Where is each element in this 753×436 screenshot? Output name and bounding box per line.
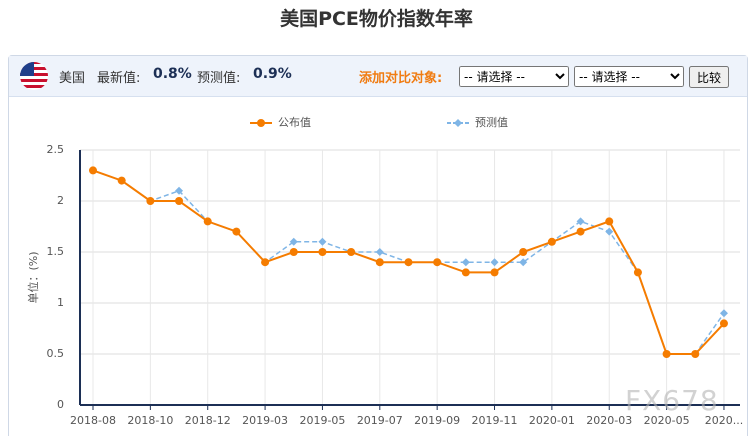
- legend-label: 公布值: [278, 116, 311, 129]
- x-tick-label: 2019-05: [299, 414, 345, 427]
- point-marker: [175, 197, 184, 205]
- country: 美国: [59, 71, 86, 86]
- x-tick-label: 2018-10: [127, 414, 173, 427]
- y-tick-label: 1.5: [47, 245, 65, 258]
- point-marker: [318, 248, 327, 256]
- panel: [8, 55, 748, 436]
- x-tick-label: 2020-05: [644, 414, 690, 427]
- page-title: 美国PCE物价指数年率: [280, 8, 473, 30]
- point-marker: [576, 217, 585, 226]
- point-marker: [375, 258, 384, 267]
- point-marker: [289, 248, 298, 256]
- point-marker: [719, 319, 728, 328]
- x-tick-label: 2019-03: [242, 414, 288, 427]
- x-tick-label: 2020...: [705, 414, 743, 427]
- y-tick-label: 2: [57, 194, 64, 207]
- legend-label: 预测值: [475, 116, 508, 129]
- point-marker: [89, 166, 97, 175]
- forecast-value: 0.9%: [253, 66, 292, 82]
- compare-button[interactable]: 比较: [689, 66, 729, 88]
- y-tick-label: 0.5: [47, 347, 65, 360]
- point-marker: [633, 268, 642, 277]
- point-marker: [519, 258, 528, 267]
- point-marker: [490, 258, 499, 267]
- watermark: FX678: [625, 384, 719, 417]
- y-tick-label: 2.5: [47, 143, 65, 156]
- point-marker: [203, 217, 212, 226]
- latest-label: 最新值:: [97, 71, 141, 86]
- flag: [20, 62, 48, 90]
- point-marker: [691, 350, 700, 358]
- legend-marker: [454, 119, 462, 127]
- info-bar: 美国 最新值: 0.8% 预测值: 0.9% 添加对比对象: -- 请选择 --…: [9, 56, 747, 97]
- forecast-label: 预测值:: [197, 71, 241, 86]
- point-marker: [347, 248, 356, 256]
- latest-value: 0.8%: [153, 66, 192, 82]
- x-tick-label: 2018-12: [185, 414, 231, 427]
- y-tick-label: 0: [57, 398, 64, 411]
- point-marker: [232, 227, 241, 236]
- point-marker: [318, 237, 327, 246]
- x-tick-label: 2019-07: [357, 414, 403, 427]
- point-marker: [289, 237, 298, 246]
- compare-label: 添加对比对象:: [359, 71, 443, 86]
- x-tick-label: 2020-01: [529, 414, 575, 427]
- point-marker: [605, 217, 614, 226]
- point-marker: [375, 248, 384, 256]
- point-marker: [261, 258, 270, 267]
- point-marker: [175, 186, 184, 195]
- y-axis-label: 单位：(%): [26, 251, 40, 303]
- point-marker: [433, 258, 442, 267]
- point-marker: [547, 237, 556, 246]
- point-marker: [146, 197, 155, 205]
- x-tick-label: 2020-03: [586, 414, 632, 427]
- point-marker: [461, 268, 470, 277]
- chart: 单位：(%) 0 0.5 1 1.5 2 2.5 2018-08 2018-10 2018-12 2…: [26, 116, 743, 427]
- point-marker: [490, 268, 499, 277]
- point-marker: [519, 248, 528, 256]
- point-marker: [404, 258, 413, 267]
- point-marker: [662, 350, 671, 358]
- select-2[interactable]: -- 请选择 --: [574, 66, 684, 87]
- point-marker: [576, 227, 585, 236]
- select-1[interactable]: -- 请选择 --: [459, 66, 569, 87]
- x-tick-label: 2018-08: [70, 414, 116, 427]
- point-marker: [719, 309, 728, 318]
- legend-marker: [257, 119, 265, 127]
- point-marker: [461, 258, 470, 267]
- x-tick-label: 2019-11: [472, 414, 518, 427]
- point-marker: [117, 176, 126, 185]
- x-tick-label: 2019-09: [414, 414, 460, 427]
- y-tick-label: 1: [57, 296, 64, 309]
- point-marker: [605, 227, 614, 236]
